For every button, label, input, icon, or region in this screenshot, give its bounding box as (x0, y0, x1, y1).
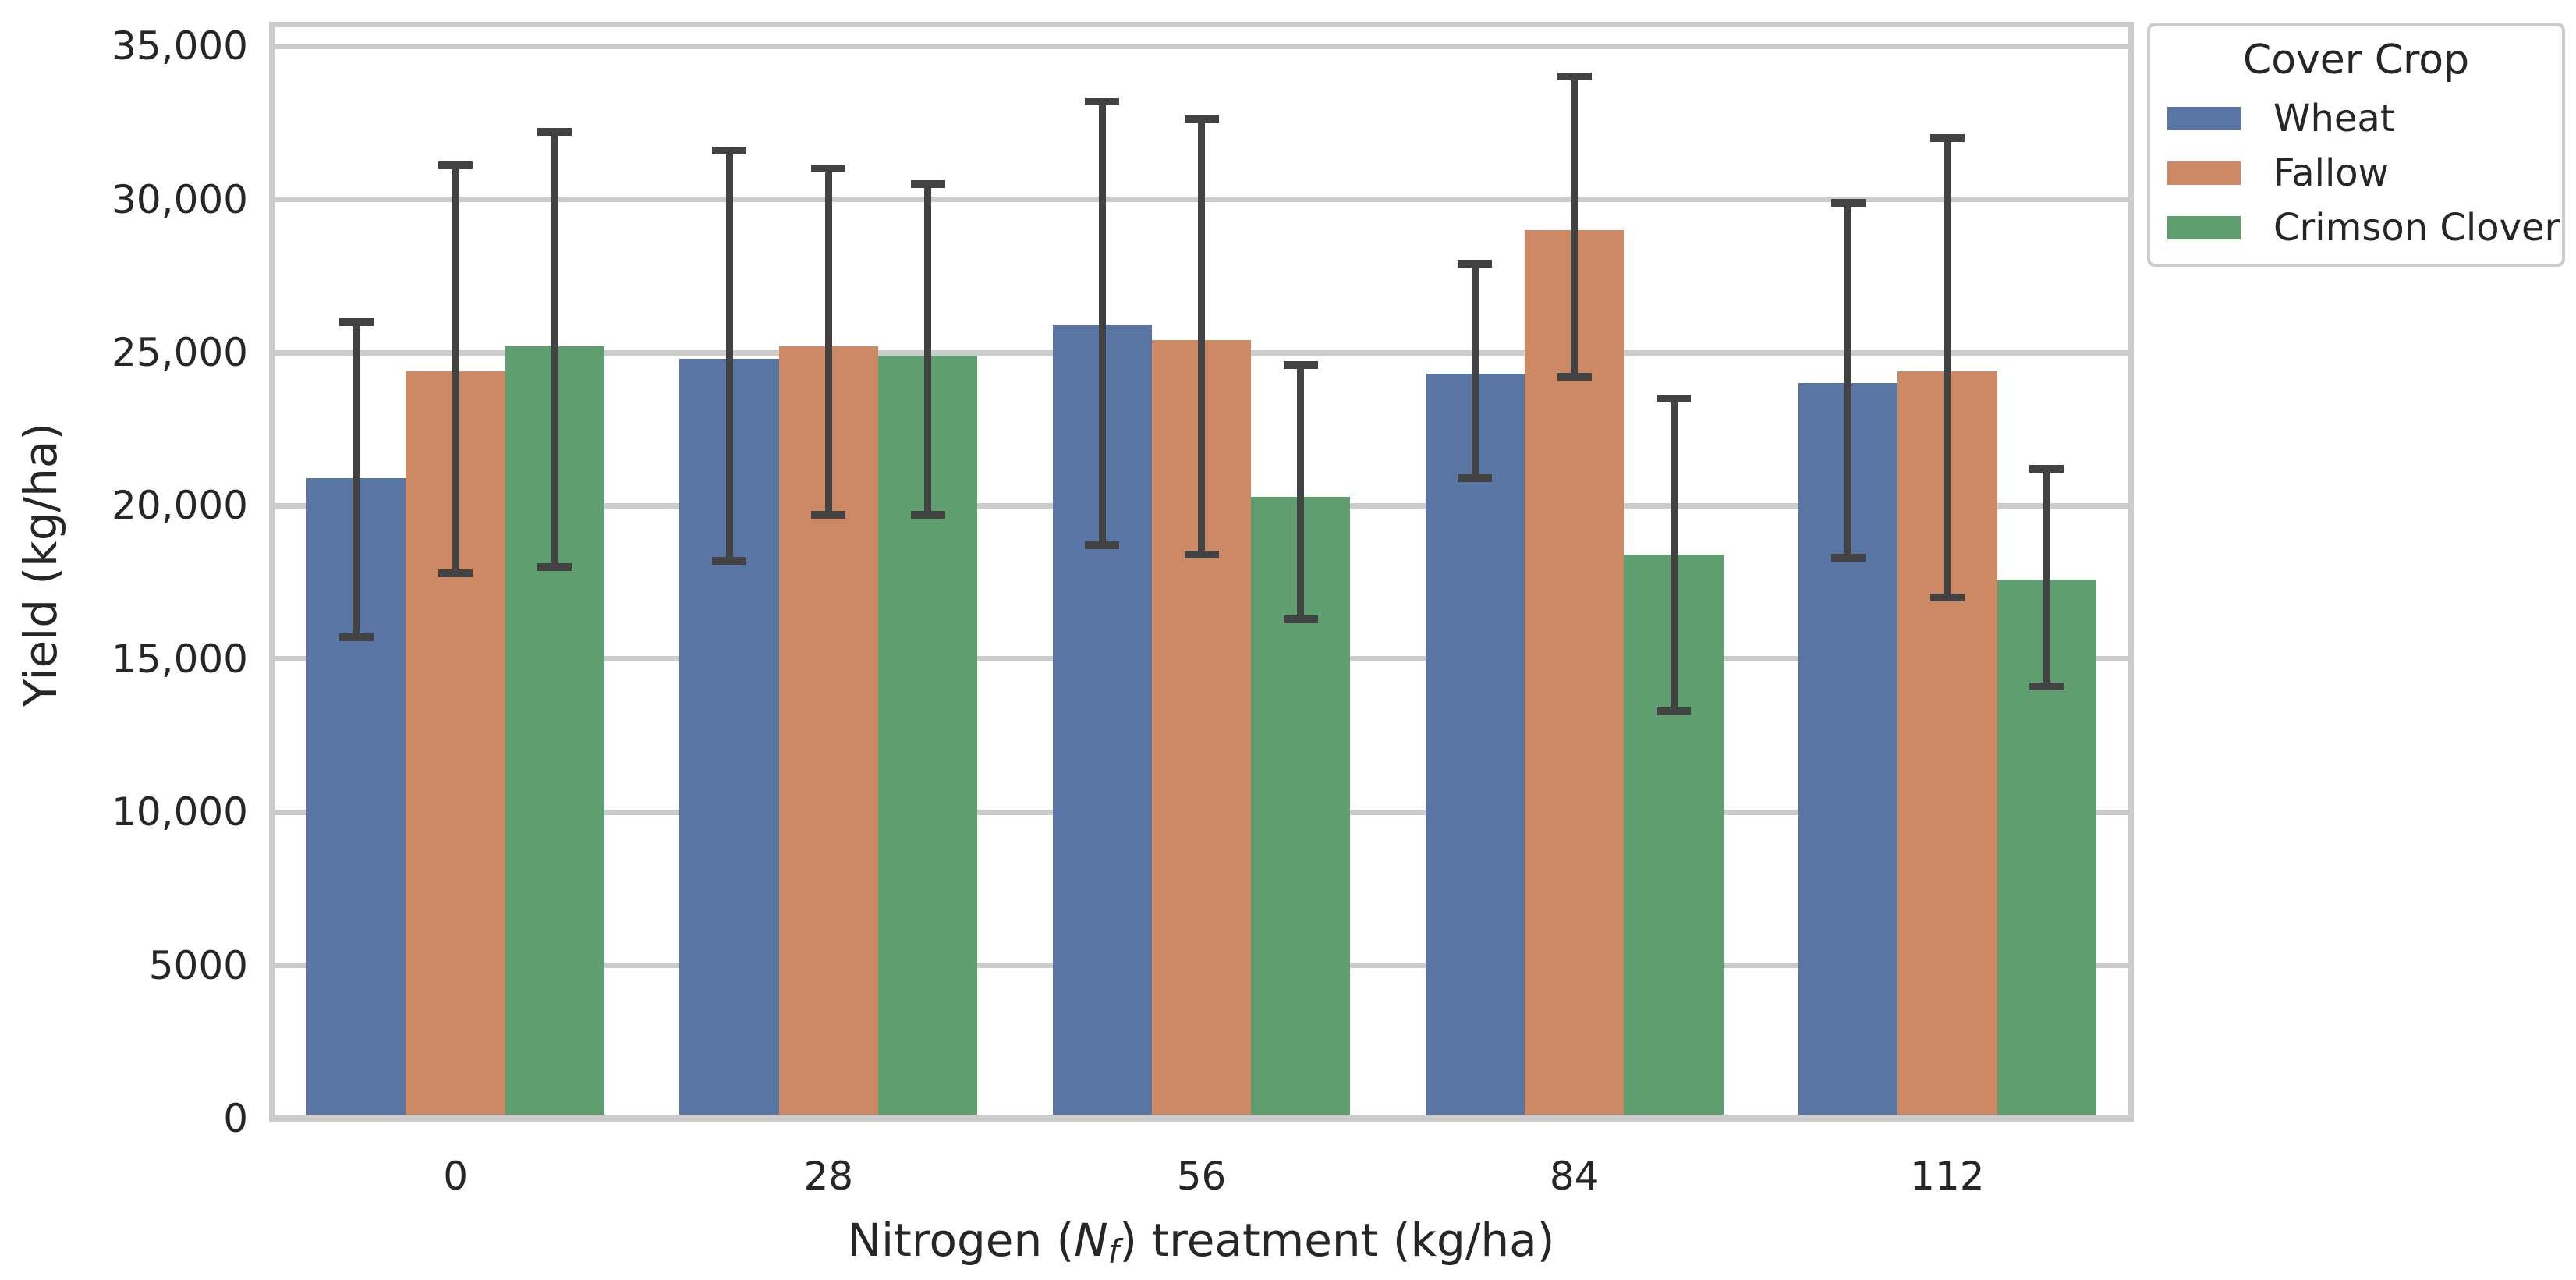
error-bar-cap-low (1283, 615, 1318, 623)
error-bar-cap-high (438, 161, 473, 170)
legend: Cover Crop Wheat Fallow Crimson Clover (2147, 23, 2565, 267)
error-bar-cap-high (910, 179, 945, 188)
error-bar-line (1571, 76, 1579, 378)
error-bar-line (1198, 119, 1205, 555)
error-bar-cap-low (2029, 683, 2064, 691)
plot-area (269, 22, 2134, 1122)
legend-label: Crimson Clover (2273, 206, 2560, 250)
legend-swatch-wheat (2167, 107, 2241, 130)
legend-swatch-crimson-clover (2167, 216, 2241, 239)
error-bar-cap-low (438, 569, 473, 577)
error-bar-line (1944, 138, 1951, 598)
error-bar-cap-high (1830, 198, 1866, 207)
error-bar-cap-low (1929, 594, 1965, 602)
error-bar-line (353, 321, 360, 638)
legend-label: Wheat (2273, 97, 2395, 140)
x-axis-title-subscript: f (1107, 1232, 1120, 1271)
x-axis-title-suffix: ) treatment (kg/ha) (1119, 1214, 1555, 1267)
error-bar-cap-high (2029, 465, 2064, 473)
error-bar-line (2043, 469, 2050, 687)
legend-label: Fallow (2273, 151, 2389, 195)
error-bar-cap-low (1830, 554, 1866, 562)
error-bar-cap-high (1929, 134, 1965, 143)
error-bar-cap-low (537, 562, 572, 571)
error-bar-cap-low (338, 633, 374, 642)
x-tick-label-112: 112 (1910, 1154, 1985, 1199)
error-bar-cap-low (811, 511, 846, 519)
error-bar-cap-high (1283, 360, 1318, 369)
error-bar-cap-low (1557, 373, 1592, 381)
error-bar-cap-high (1458, 260, 1493, 268)
x-tick-label-0: 0 (443, 1154, 468, 1199)
x-axis-line (269, 1115, 2134, 1122)
legend-entry-fallow: Fallow (2150, 146, 2562, 200)
x-tick-label-56: 56 (1176, 1154, 1227, 1199)
error-bar-line (1670, 398, 1678, 711)
y-tick-label-25000: 25,000 (112, 330, 248, 375)
gridline-35000 (269, 43, 2134, 49)
error-bar-line (924, 183, 932, 516)
error-bar-cap-low (1657, 707, 1691, 715)
error-bar-line (1844, 202, 1852, 558)
error-bar-cap-high (1657, 394, 1691, 402)
error-bar-cap-low (1458, 474, 1493, 483)
legend-entry-wheat: Wheat (2150, 91, 2562, 146)
error-bar-cap-high (712, 146, 746, 154)
error-bar-cap-high (1085, 97, 1120, 105)
error-bar-cap-high (537, 128, 572, 137)
x-tick-label-84: 84 (1549, 1154, 1600, 1199)
x-axis-title-prefix: Nitrogen ( (847, 1214, 1075, 1267)
y-axis-title: Yield (kg/ha) (14, 422, 67, 707)
error-bar-cap-high (1557, 73, 1592, 81)
legend-entries: Wheat Fallow Crimson Clover (2150, 91, 2562, 255)
legend-title: Cover Crop (2242, 37, 2470, 83)
bar-wheat-84 (1425, 374, 1525, 1122)
y-tick-label-0: 0 (223, 1096, 248, 1141)
error-bar-line (824, 168, 832, 516)
error-bar-line (1098, 101, 1106, 546)
legend-entry-crimson-clover: Crimson Clover (2150, 200, 2562, 255)
y-tick-label-10000: 10,000 (112, 789, 248, 835)
error-bar-cap-high (338, 317, 374, 326)
error-bar-cap-high (1184, 115, 1219, 124)
y-tick-label-30000: 30,000 (112, 176, 248, 222)
y-tick-label-5000: 5000 (148, 942, 248, 988)
error-bar-cap-low (712, 557, 746, 566)
error-bar-line (725, 150, 733, 562)
error-bar-line (452, 165, 459, 573)
y-tick-label-35000: 35,000 (112, 23, 248, 69)
error-bar-cap-low (1085, 541, 1120, 550)
error-bar-line (1471, 264, 1479, 479)
legend-swatch-fallow (2167, 161, 2241, 185)
error-bar-line (551, 132, 558, 567)
y-tick-label-20000: 20,000 (112, 483, 248, 529)
error-bar-cap-low (910, 511, 945, 519)
error-bar-cap-high (811, 165, 846, 173)
error-bar-cap-low (1184, 551, 1219, 559)
y-tick-label-15000: 15,000 (112, 636, 248, 682)
x-tick-label-28: 28 (803, 1154, 854, 1199)
x-axis-title-variable: N (1074, 1214, 1108, 1267)
error-bar-line (1297, 364, 1305, 619)
x-axis-title: Nitrogen (Nf) treatment (kg/ha) (848, 1214, 1555, 1271)
